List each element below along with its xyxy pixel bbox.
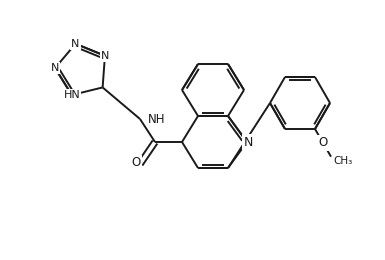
Text: N: N <box>101 51 109 61</box>
Text: NH: NH <box>148 113 166 126</box>
Text: O: O <box>131 157 141 170</box>
Text: N: N <box>51 63 59 73</box>
Text: N: N <box>243 135 253 148</box>
Text: CH₃: CH₃ <box>333 156 353 166</box>
Text: HN: HN <box>64 90 80 100</box>
Text: N: N <box>71 39 80 49</box>
Text: O: O <box>318 136 328 149</box>
